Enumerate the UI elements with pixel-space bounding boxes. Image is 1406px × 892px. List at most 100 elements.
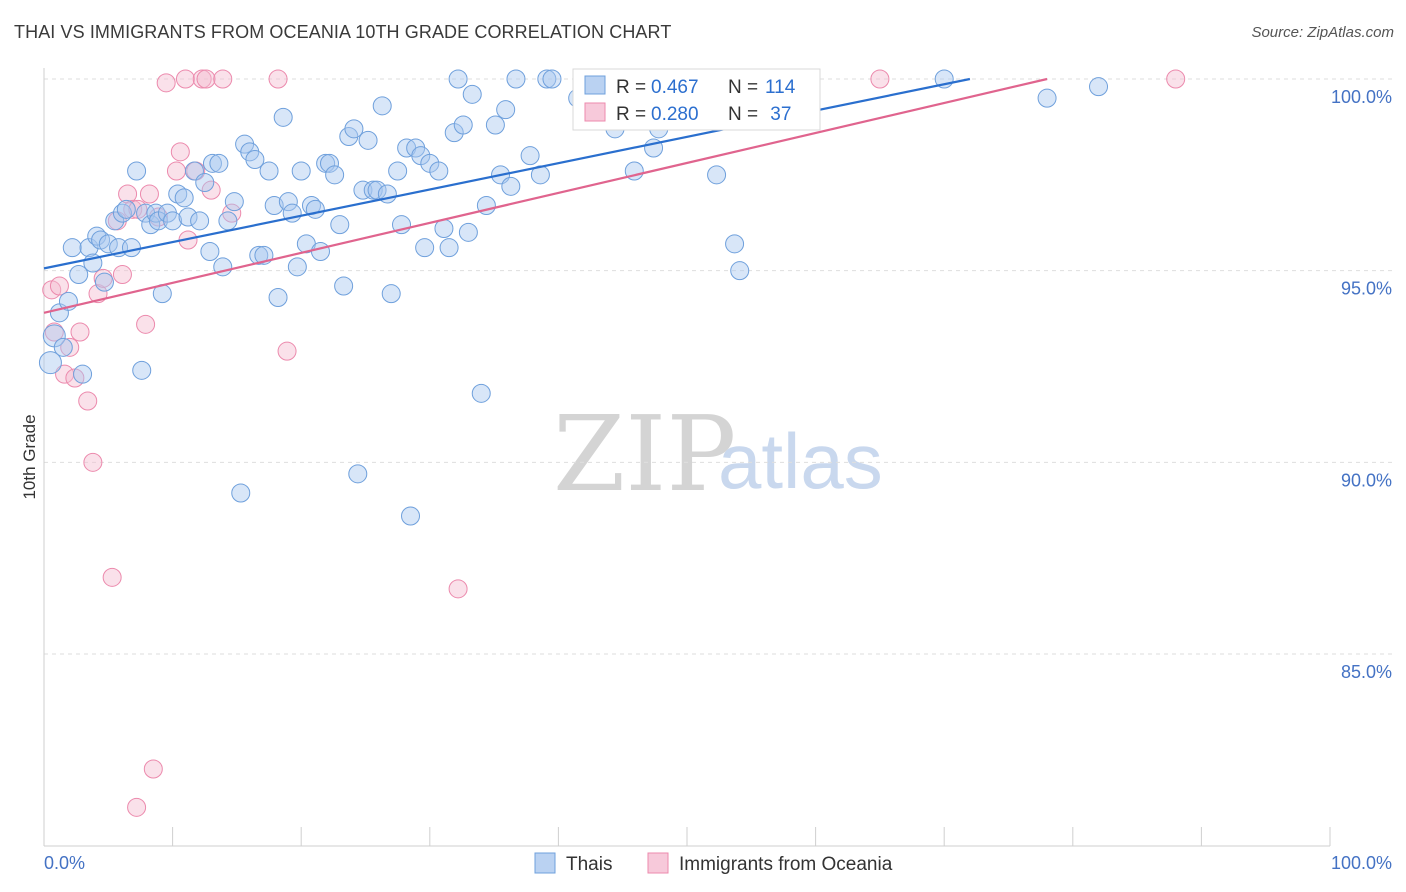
watermark: ZIP atlas <box>553 393 883 515</box>
thais-point <box>429 161 449 181</box>
thais-point <box>730 261 750 281</box>
y-axis-label: 10th Grade <box>20 414 39 499</box>
thais-point <box>520 146 540 166</box>
thais-point <box>116 199 136 219</box>
thais-point <box>1037 88 1057 108</box>
thais-point <box>401 506 421 526</box>
legend-swatch-oceania <box>647 852 669 874</box>
oceania-point <box>44 322 64 342</box>
thais-point <box>707 165 727 185</box>
oceania-point <box>102 567 122 587</box>
oceania-point <box>175 69 195 89</box>
x-tick-marks <box>43 827 1331 846</box>
thais-point <box>79 238 99 258</box>
thais-point <box>344 119 364 139</box>
legend-label-thais: Thais <box>566 854 612 875</box>
thais-point <box>537 69 557 89</box>
thais-point <box>348 464 368 484</box>
oceania-point <box>1166 69 1186 89</box>
thais-point <box>195 173 215 192</box>
thais-point <box>94 272 114 292</box>
stats-n-label-oceania: N = <box>728 104 758 125</box>
oceania-point <box>70 322 90 342</box>
thais-point <box>453 115 473 135</box>
thais-point <box>69 265 89 284</box>
thais-point <box>163 211 183 231</box>
stats-legend-box <box>572 68 821 131</box>
thais-point <box>325 165 345 185</box>
thais-point <box>202 153 222 173</box>
oceania-point <box>277 341 297 361</box>
watermark-zip: ZIP <box>553 393 736 515</box>
thais-point <box>319 153 339 173</box>
thais-point <box>264 196 284 215</box>
thais-point <box>132 360 152 380</box>
stats-n-value-thais: 114 <box>765 77 796 98</box>
x-tick-label-max: 100.0% <box>1331 853 1392 873</box>
thais-point <box>434 219 454 238</box>
thais-point <box>209 153 229 173</box>
thais-point <box>501 176 521 196</box>
thais-point <box>725 234 745 254</box>
thais-point <box>112 203 132 223</box>
thais-point <box>62 238 82 258</box>
series-legend: Thais Immigrants from Oceania <box>534 852 893 875</box>
oceania-point <box>118 184 138 204</box>
thais-point <box>73 364 93 384</box>
oceania-point <box>123 199 143 219</box>
oceania-point <box>170 142 190 162</box>
thais-point <box>174 188 194 208</box>
trend-line-oceania <box>43 77 1048 314</box>
thais-point <box>190 211 210 231</box>
thais-point <box>358 130 378 150</box>
oceania-point <box>196 69 216 89</box>
oceania-point <box>268 69 288 89</box>
thais-point <box>38 351 62 375</box>
stats-n-value-oceania: 37 <box>765 104 791 125</box>
thais-point <box>87 226 107 246</box>
thais-point <box>218 211 238 231</box>
thais-point <box>496 100 516 120</box>
oceania-point <box>870 69 890 89</box>
oceania-point <box>213 69 233 89</box>
x-tick-label-min: 0.0% <box>44 853 85 873</box>
stats-r-value-oceania: 0.280 <box>651 104 699 125</box>
thais-point <box>273 107 293 127</box>
thais-point <box>381 284 401 304</box>
y-tick-label: 100.0% <box>1331 87 1392 107</box>
thais-point <box>287 257 307 277</box>
thais-point <box>249 245 269 265</box>
chart-title: THAI VS IMMIGRANTS FROM OCEANIA 10TH GRA… <box>14 22 672 42</box>
thais-point <box>388 161 408 181</box>
thais-point <box>353 180 373 200</box>
thais-point <box>1089 77 1109 97</box>
thais-point <box>259 161 279 181</box>
thais-point <box>127 161 147 181</box>
thais-point <box>485 115 505 135</box>
thais-point <box>200 242 220 261</box>
oceania-point <box>60 337 80 357</box>
thais-point <box>121 238 141 258</box>
thais-point <box>310 242 330 261</box>
thais-point <box>291 161 311 181</box>
thais-point <box>448 69 468 89</box>
thais-point <box>372 96 392 116</box>
thais-point <box>334 276 354 296</box>
stats-swatch-thais <box>584 75 606 95</box>
legend-swatch-thais <box>534 852 556 874</box>
stats-r-label-thais: R = <box>616 77 646 98</box>
y-tick-label: 90.0% <box>1341 470 1392 490</box>
thais-point <box>105 211 125 231</box>
thais-point <box>415 238 435 258</box>
oceania-point <box>83 452 103 472</box>
oceania-point <box>112 265 132 284</box>
oceania-point <box>139 184 159 204</box>
thais-point <box>471 383 491 403</box>
thais-point <box>224 192 244 212</box>
oceania-point <box>78 391 98 411</box>
oceania-point <box>143 759 163 779</box>
stats-r-value-thais: 0.467 <box>651 77 699 98</box>
thais-point <box>268 288 288 307</box>
thais-point <box>178 207 198 227</box>
thais-point <box>330 215 350 235</box>
